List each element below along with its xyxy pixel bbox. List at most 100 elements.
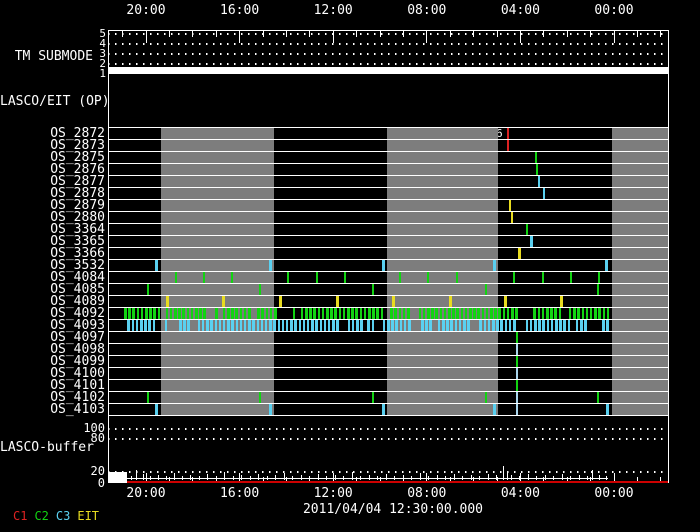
axis-minor-tick <box>496 31 498 37</box>
axis-minor-tick <box>660 477 662 482</box>
dense-bar <box>371 320 375 331</box>
dense-bar <box>390 308 393 319</box>
dense-bar <box>555 320 558 331</box>
dense-bar <box>446 320 449 331</box>
dense-bar <box>408 320 411 331</box>
dense-bar <box>450 320 454 331</box>
dense-bar <box>504 320 508 331</box>
buffer-spike <box>377 475 379 480</box>
event-mark <box>372 392 374 403</box>
buffer-spike <box>570 475 572 480</box>
os-row-label: OS_4101 <box>50 378 105 393</box>
event-mark <box>543 188 545 199</box>
dense-bar <box>563 320 567 331</box>
event-mark <box>516 344 518 355</box>
dense-bar <box>581 308 585 319</box>
dense-bar <box>128 308 131 319</box>
dense-bar <box>252 320 255 331</box>
event-mark <box>316 272 318 283</box>
event-mark <box>570 272 572 283</box>
os-row-label: OS_4089 <box>50 294 105 309</box>
event-mark <box>381 404 385 415</box>
dense-bar <box>269 308 273 319</box>
time-label-bottom: 12:00 <box>313 486 353 501</box>
dense-bar <box>317 308 321 319</box>
axis-minor-tick <box>449 477 451 482</box>
dense-bar <box>380 308 384 319</box>
dense-bar <box>515 308 518 319</box>
dense-bar <box>559 320 562 331</box>
row-separator <box>108 295 668 296</box>
dense-bar <box>261 308 264 319</box>
dense-bar <box>510 308 514 319</box>
buffer-spike <box>503 465 505 480</box>
buffer-spike <box>437 474 439 480</box>
axis-minor-tick <box>215 477 217 482</box>
buffer-spike <box>158 474 160 480</box>
axis-major-tick <box>145 31 147 43</box>
event-mark <box>503 296 507 307</box>
os-row-label: OS_3366 <box>50 246 105 261</box>
os-row-label: OS_4092 <box>50 306 105 321</box>
dense-bar <box>323 320 327 331</box>
submode-tick-label: 3 <box>99 47 106 60</box>
grid-dots <box>108 33 668 35</box>
os-row-label: OS_2878 <box>50 186 105 201</box>
dense-bar <box>149 308 152 319</box>
time-label-bottom: 04:00 <box>500 486 540 501</box>
dense-bar <box>426 308 430 319</box>
dense-bar <box>201 320 205 331</box>
os-row-label: OS_2876 <box>50 162 105 177</box>
row-separator <box>108 151 668 152</box>
row-separator <box>108 331 668 332</box>
dense-bar <box>512 320 516 331</box>
buffer-spike <box>592 469 594 480</box>
os-row-label: OS_3365 <box>50 234 105 249</box>
axis-minor-tick <box>496 477 498 482</box>
dense-bar <box>580 320 583 331</box>
event-mark <box>509 200 511 211</box>
dense-bar <box>399 320 403 331</box>
dense-bar <box>330 308 333 319</box>
buffer-spike <box>182 475 184 480</box>
dense-bar <box>550 308 553 319</box>
event-mark <box>492 260 496 271</box>
buffer-spike <box>343 475 345 480</box>
event-mark <box>516 356 518 367</box>
count-annotation: 6 <box>496 127 503 140</box>
os-row-label: OS_2877 <box>50 174 105 189</box>
dense-bar <box>442 320 445 331</box>
event-mark <box>268 404 272 415</box>
os-row-label: OS_4098 <box>50 342 105 357</box>
dense-bar <box>183 320 186 331</box>
dense-bar <box>165 308 169 319</box>
dense-bar <box>467 320 470 331</box>
dense-bar <box>311 320 314 331</box>
axis-minor-tick <box>566 477 568 482</box>
axis-major-tick <box>426 473 428 482</box>
event-mark <box>542 272 544 283</box>
dense-bar <box>458 320 462 331</box>
dense-bar <box>418 308 422 319</box>
event-mark <box>598 272 600 283</box>
event-mark <box>597 392 599 403</box>
buffer-spike <box>233 475 235 480</box>
grid-dots <box>108 471 668 473</box>
event-mark <box>175 272 177 283</box>
event-mark <box>231 272 233 283</box>
time-label-bottom: 00:00 <box>594 486 634 501</box>
dense-bar <box>422 308 426 319</box>
dense-bar <box>226 308 230 319</box>
axis-minor-tick <box>356 477 358 482</box>
row-separator <box>108 355 668 356</box>
buffer-spike <box>411 475 413 480</box>
buffer-spike <box>224 471 226 480</box>
dense-bar <box>468 308 472 319</box>
buffer-spike <box>606 475 608 480</box>
grid-dots <box>108 428 668 430</box>
buffer-baseline <box>127 477 608 480</box>
buffer-bottom-axis <box>108 482 668 483</box>
dense-bar <box>265 308 269 319</box>
dense-bar <box>359 308 363 319</box>
dense-bar <box>227 320 230 331</box>
